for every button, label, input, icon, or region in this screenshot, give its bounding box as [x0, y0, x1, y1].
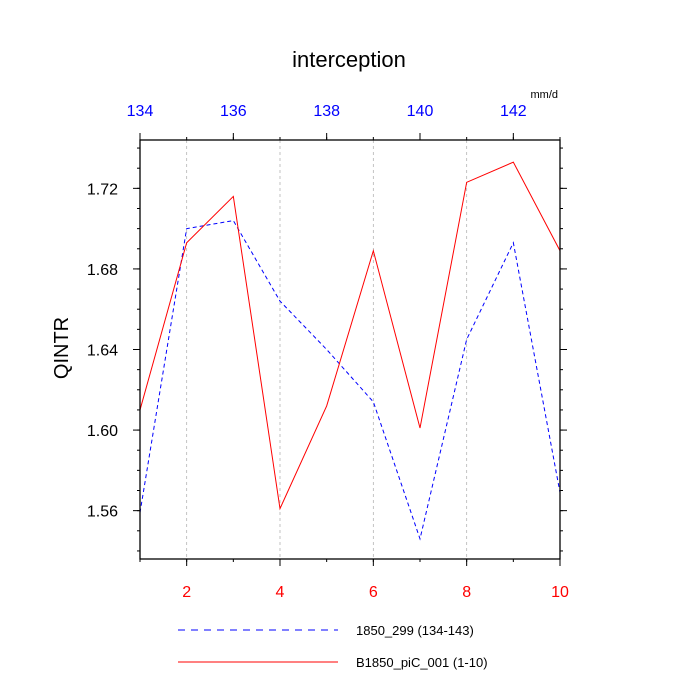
x-tick-label: 4 — [276, 584, 285, 601]
top-tick-label: 142 — [500, 103, 527, 120]
x-tick-label: 10 — [551, 584, 569, 601]
series-line — [139, 161, 561, 511]
x-tick-label: 6 — [369, 584, 378, 601]
units-label: mm/d — [531, 89, 559, 101]
top-tick-label: 138 — [313, 103, 340, 120]
legend-label: 1850_299 (134-143) — [356, 623, 474, 638]
series-line — [139, 220, 561, 541]
plot-frame — [139, 139, 561, 560]
top-tick-label: 134 — [127, 103, 154, 120]
top-tick-label: 140 — [407, 103, 434, 120]
series-lines — [139, 161, 561, 541]
top-tick-label: 136 — [220, 103, 247, 120]
chart-title: interception — [292, 47, 406, 72]
y-tick-label: 1.56 — [87, 504, 118, 521]
grid-lines — [186, 140, 468, 559]
legend: 1850_299 (134-143) B1850_piC_001 (1-10) — [178, 623, 488, 670]
y-axis-label: QINTR — [51, 317, 73, 379]
y-tick-label: 1.60 — [87, 423, 118, 440]
y-tick-label: 1.72 — [87, 181, 118, 198]
axes: 2 4 6 8 10 134 136 138 140 142 1.56 1.60 1.64 1.68 1.7… — [87, 103, 569, 601]
x-tick-label: 8 — [462, 584, 471, 601]
y-tick-label: 1.68 — [87, 262, 118, 279]
y-tick-label: 1.64 — [87, 343, 118, 360]
legend-label: B1850_piC_001 (1-10) — [356, 655, 488, 670]
x-tick-label: 2 — [182, 584, 191, 601]
